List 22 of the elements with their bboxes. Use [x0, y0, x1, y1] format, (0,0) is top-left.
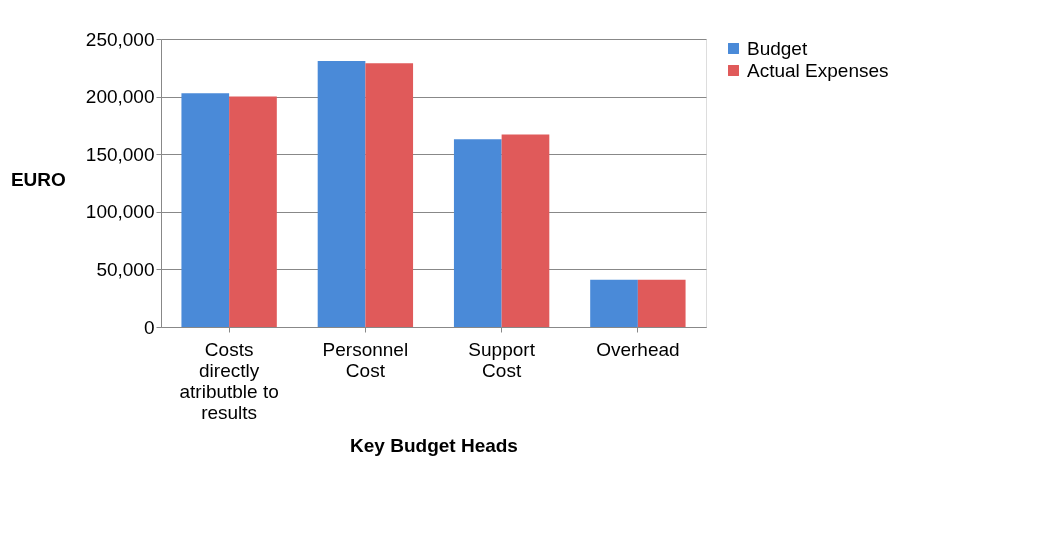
- bar: [590, 279, 638, 327]
- y-axis-title: EURO: [10, 168, 66, 190]
- x-tick-label: Overhead: [596, 338, 680, 360]
- bar: [453, 139, 502, 327]
- x-axis-title: Key Budget Heads: [350, 434, 518, 456]
- y-tick-label: 250,000: [85, 28, 155, 50]
- y-tick-label: 200,000: [85, 86, 155, 108]
- y-tick-label: 100,000: [85, 201, 155, 223]
- legend-label: Actual Expenses: [747, 59, 889, 81]
- x-tick-label: Personnel Cost: [322, 338, 409, 381]
- bar: [317, 60, 366, 327]
- y-tick-label: 150,000: [85, 143, 155, 165]
- bar: [229, 96, 277, 327]
- bar: [637, 279, 686, 327]
- bar: [181, 93, 230, 327]
- legend-label: Budget: [747, 37, 808, 59]
- x-tick-label: Costs directly atributble to results: [179, 338, 279, 423]
- y-tick-label: 50,000: [96, 258, 155, 280]
- bar: [365, 63, 414, 327]
- y-tick-label: 0: [143, 316, 155, 338]
- bar: [501, 134, 550, 327]
- x-tick-label: Support Cost: [468, 338, 536, 381]
